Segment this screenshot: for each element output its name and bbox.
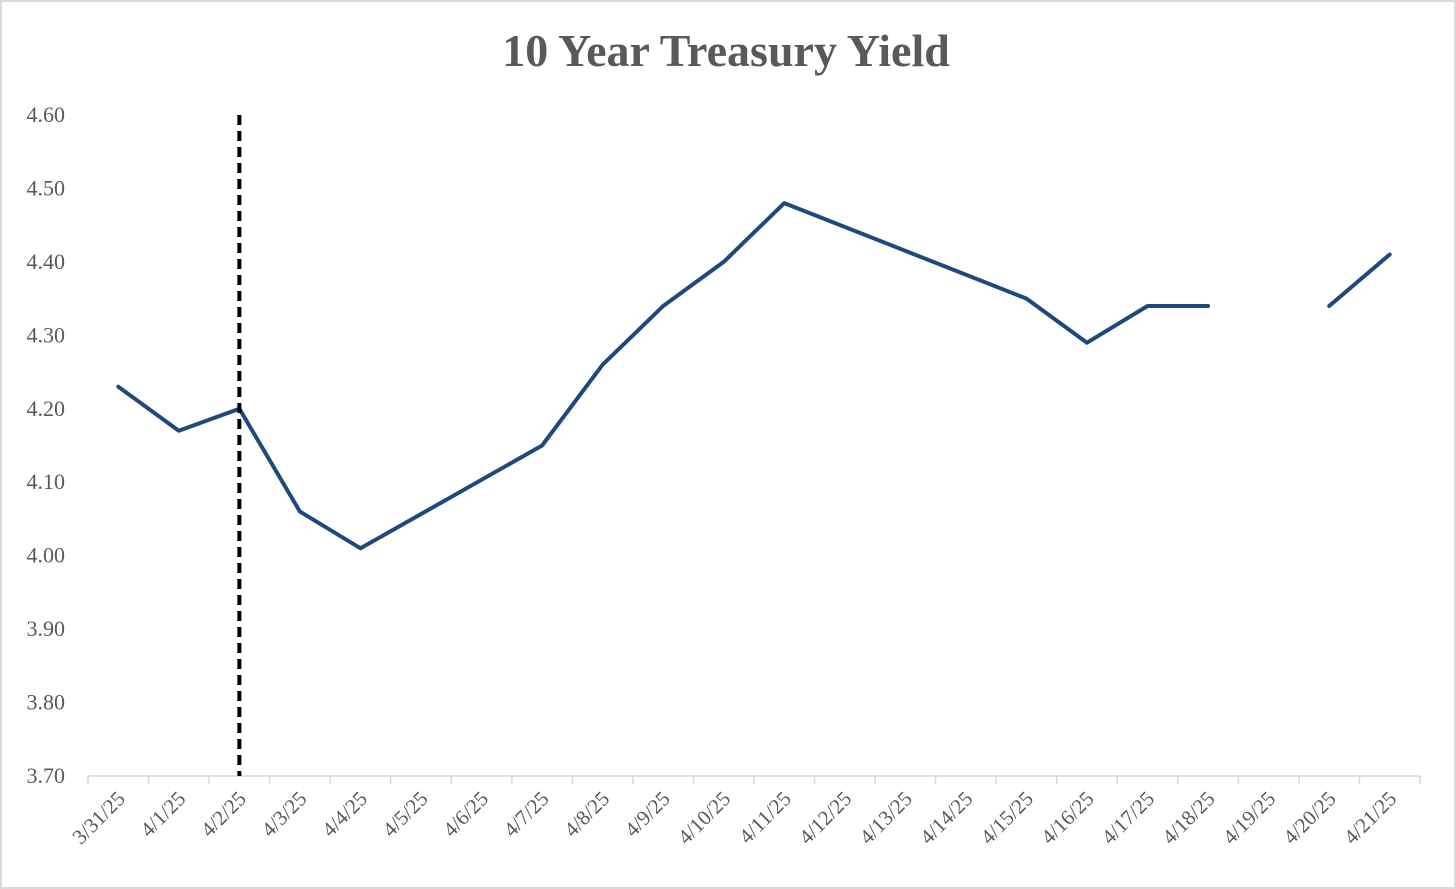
y-tick-label: 4.00	[27, 543, 66, 568]
x-tick-label: 4/9/25	[620, 787, 675, 842]
x-tick-label: 4/6/25	[438, 787, 493, 842]
series-lines	[116, 201, 1392, 551]
x-axis	[87, 775, 1421, 784]
y-tick-label: 4.50	[27, 175, 66, 200]
x-tick-label: 4/17/25	[1097, 787, 1159, 849]
x-tick-label: 4/1/25	[135, 787, 190, 842]
x-tick-label: 4/11/25	[734, 787, 796, 849]
y-tick-label: 4.60	[27, 102, 66, 127]
x-tick-label: 4/18/25	[1157, 787, 1219, 849]
x-tick-label: 4/16/25	[1036, 787, 1098, 849]
x-tick-label: 4/19/25	[1218, 787, 1280, 849]
y-tick-label: 3.90	[27, 616, 66, 641]
x-tick-label: 4/3/25	[257, 787, 312, 842]
x-tick-label: 4/7/25	[499, 787, 554, 842]
x-tick-label: 4/14/25	[915, 787, 977, 849]
x-tick-label: 4/5/25	[378, 787, 433, 842]
x-tick-label: 4/15/25	[976, 787, 1038, 849]
x-tick-label: 4/12/25	[794, 787, 856, 849]
x-tick-label: 4/4/25	[317, 787, 372, 842]
x-tick-label: 4/10/25	[673, 787, 735, 849]
x-tick-label: 4/21/25	[1339, 787, 1401, 849]
x-tick-label: 3/31/25	[67, 787, 129, 849]
y-tick-label: 4.40	[27, 249, 66, 274]
y-tick-label: 4.30	[27, 322, 66, 347]
yield-line	[1327, 252, 1392, 308]
x-tick-label: 4/20/25	[1278, 787, 1340, 849]
y-tick-label: 4.10	[27, 469, 66, 494]
x-tick-label: 4/2/25	[196, 787, 251, 842]
y-axis-ticks: 3.70 3.80 3.90 4.00 4.10 4.20 4.30 4.40 4.50 4.60	[27, 102, 66, 788]
yield-line	[116, 201, 1211, 551]
x-axis-ticks: 3/31/25 4/1/25 4/2/25 4/3/25 4/4/25 4/5/25 4/6…	[67, 787, 1401, 849]
y-tick-label: 4.20	[27, 396, 66, 421]
x-tick-label: 4/8/25	[559, 787, 614, 842]
chart-title: 10 Year Treasury Yield	[502, 25, 950, 76]
x-tick-label: 4/13/25	[855, 787, 917, 849]
y-tick-label: 3.80	[27, 690, 66, 715]
y-tick-label: 3.70	[27, 763, 66, 788]
